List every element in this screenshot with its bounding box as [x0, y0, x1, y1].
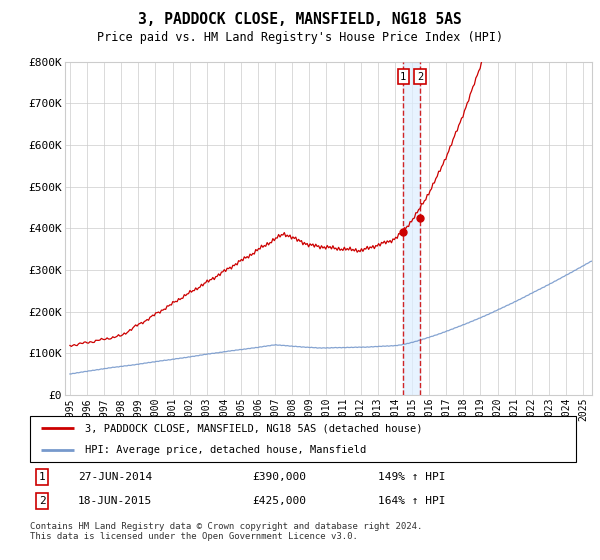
Text: 149% ↑ HPI: 149% ↑ HPI — [378, 472, 445, 482]
Text: 3, PADDOCK CLOSE, MANSFIELD, NG18 5AS (detached house): 3, PADDOCK CLOSE, MANSFIELD, NG18 5AS (d… — [85, 423, 422, 433]
Text: 2: 2 — [417, 72, 423, 82]
Text: £390,000: £390,000 — [252, 472, 306, 482]
Text: 164% ↑ HPI: 164% ↑ HPI — [378, 496, 445, 506]
Text: HPI: Average price, detached house, Mansfield: HPI: Average price, detached house, Mans… — [85, 445, 366, 455]
Bar — [403, 62, 420, 395]
Text: 3, PADDOCK CLOSE, MANSFIELD, NG18 5AS: 3, PADDOCK CLOSE, MANSFIELD, NG18 5AS — [138, 12, 462, 27]
Text: Contains HM Land Registry data © Crown copyright and database right 2024.
This d: Contains HM Land Registry data © Crown c… — [30, 522, 422, 542]
Text: 2: 2 — [38, 496, 46, 506]
Text: 27-JUN-2014: 27-JUN-2014 — [78, 472, 152, 482]
Text: £425,000: £425,000 — [252, 496, 306, 506]
Text: 18-JUN-2015: 18-JUN-2015 — [78, 496, 152, 506]
Text: 1: 1 — [38, 472, 46, 482]
Text: Price paid vs. HM Land Registry's House Price Index (HPI): Price paid vs. HM Land Registry's House … — [97, 31, 503, 44]
Text: 1: 1 — [400, 72, 406, 82]
